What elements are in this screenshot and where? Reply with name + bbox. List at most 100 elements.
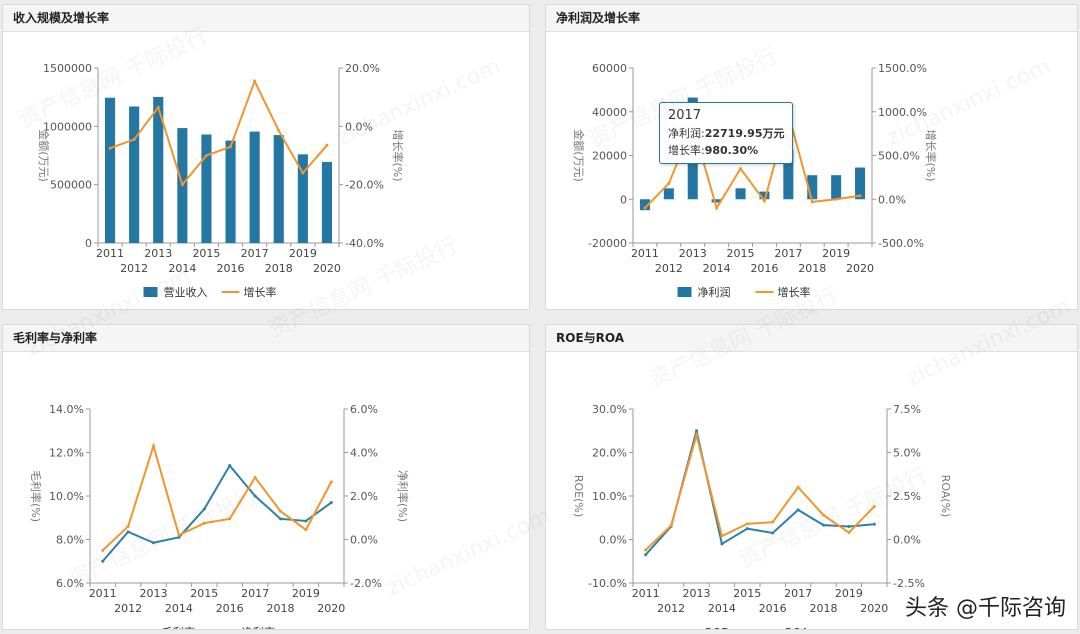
bar [663,188,674,200]
x-tick-label: 2012 [120,262,148,275]
line-point [325,143,329,147]
line-point [667,182,671,185]
y-axis-title-right: ROA(%) [939,475,952,518]
x-tick-label: 2017 [774,247,802,260]
x-tick-label: 2014 [708,602,736,615]
margin-panel: 毛利率与净利率 6.0% 8.0% 10.0% 12.0% 14.0% -2.0% 0.0%… [2,324,530,630]
line-point [202,521,206,525]
line-point [229,145,233,149]
line-point [329,501,333,505]
y-tick-label-left: 30.0% [592,403,627,416]
x-tick-label: 2018 [798,262,826,275]
profit-panel: 净利润及增长率 -20000 0 20000 40000 60000 -500.0% 0.0… [545,4,1078,310]
line-point [834,197,838,201]
line-point [301,171,305,175]
line-point [771,531,775,535]
roe-chart: -10.0% 0.0% 10.0% 20.0% 30.0% -2.5% 0.0% 2.5% 5.… [572,403,952,629]
line-point [132,137,136,141]
bar [855,167,866,200]
y-tick-label-left: 1000000 [43,120,92,133]
legend-swatch [677,287,692,297]
y-tick-label-right: 500.0% [878,150,920,163]
line-point [745,527,749,531]
line-point [253,494,257,498]
x-tick-label: 2011 [631,247,659,260]
tooltip-growth: 增长率:980.30% [668,144,759,157]
line-point [847,524,851,528]
bar [273,135,284,243]
line-point [156,105,160,109]
y-axis-title-right: 净利率(%) [396,470,410,522]
y-tick-label-left: 0 [85,237,92,250]
panel-title: 毛利率与净利率 [3,325,529,352]
y-tick-label-right: 0.0% [350,534,378,547]
bar [807,175,818,200]
line-point [304,528,308,532]
line-point [745,522,749,526]
bar [783,149,794,200]
x-tick-label: 2012 [655,262,683,275]
x-tick-label: 2013 [140,587,168,600]
y-tick-label-right: 20.0% [345,62,380,75]
series-line [101,463,332,562]
line-point [204,154,208,157]
line-point [695,433,698,437]
y-axis-title-left: 金额(万元) [37,129,51,182]
line-point [644,553,648,557]
legend-label: 净利润 [698,285,731,299]
bar [129,106,140,243]
panel-title: 净利润及增长率 [546,5,1077,32]
y-tick-label-left: 12.0% [49,447,84,460]
legend-swatch [143,287,158,297]
line-point [177,533,181,537]
line-point [279,509,282,513]
bar [735,188,746,200]
x-tick-label: 2016 [750,262,778,275]
y-tick-label-left: 8.0% [56,534,84,547]
x-tick-label: 2016 [217,262,245,275]
y-axis-title-left: 毛利率(%) [29,470,43,522]
y-tick-label-right: -40.0% [345,237,384,250]
y-tick-label-left: 0.0% [599,534,627,547]
line-point [202,507,206,511]
revenue-chart: 0 500000 1000000 1500000 -40.0% -20.0% 0.0% 20.… [37,62,405,299]
y-tick-label-right: 2.0% [350,490,378,503]
margin-chart: 6.0% 8.0% 10.0% 12.0% 14.0% -2.0% 0.0% 2.0% 4.0%… [29,403,410,629]
legend-label: ROA [785,626,809,629]
line-point [126,530,130,534]
line-point [253,79,257,83]
line-point [715,206,719,210]
series-line [645,431,876,551]
x-tick-label: 2019 [835,587,863,600]
x-tick-label: 2018 [267,602,295,615]
legend-label: 净利率 [242,625,275,629]
line-point [858,194,862,198]
x-tick-label: 2011 [632,587,660,600]
legend-label: 增长率 [778,285,811,299]
line-point [101,548,105,552]
line-point [108,146,112,150]
bar [225,140,236,243]
x-tick-label: 2014 [165,602,193,615]
x-tick-label: 2020 [860,602,888,615]
bar [249,131,260,243]
line-point [771,520,775,524]
line-point [644,548,648,552]
line-point [762,199,766,203]
y-tick-label-left: 40000 [592,106,627,119]
y-tick-label-right: -2.5% [893,577,925,590]
y-tick-label-right: 0.0% [893,534,921,547]
brand-signature: 头条 @千际咨询 [905,596,1066,621]
line-point [152,444,155,448]
x-tick-label: 2017 [241,247,269,260]
bar [711,199,722,203]
line-point [739,167,743,171]
y-tick-label-left: -20000 [588,237,627,250]
x-tick-label: 2019 [289,247,317,260]
bar [639,199,650,211]
tooltip-year: 2017 [668,108,702,123]
y-tick-label-right: 4.0% [350,447,378,460]
x-tick-label: 2015 [733,587,761,600]
line-point [822,523,825,527]
y-axis-title-right: 增长率(%) [924,129,938,181]
